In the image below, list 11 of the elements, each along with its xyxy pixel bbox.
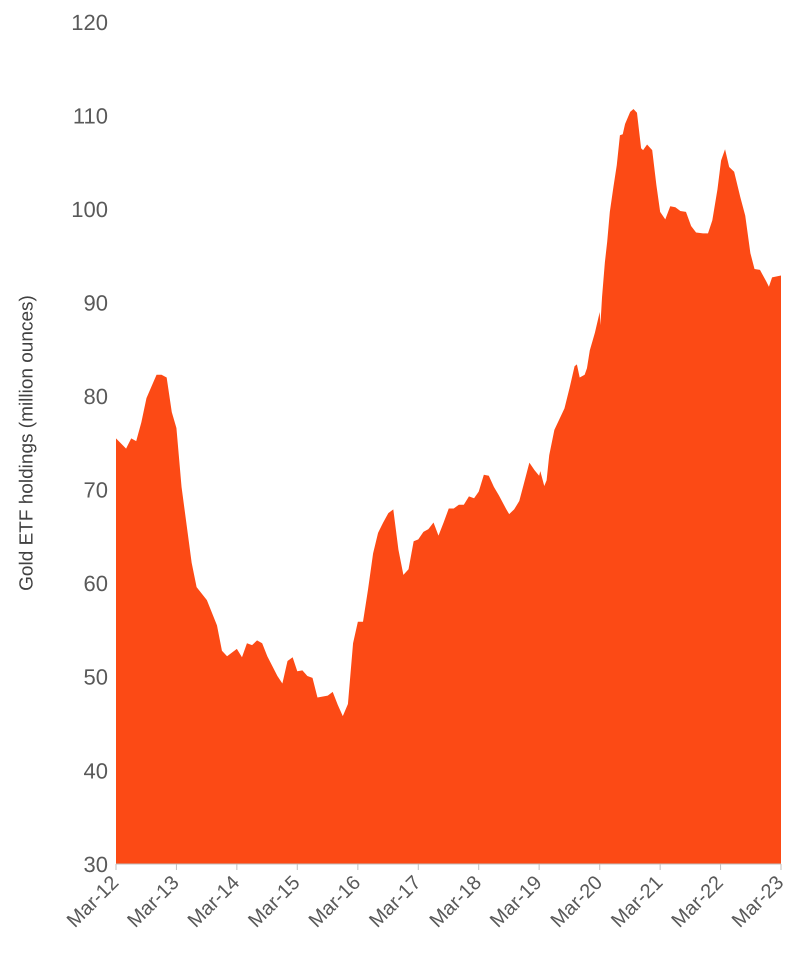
y-tick-label: 40 — [84, 758, 108, 784]
y-tick-label: 90 — [84, 290, 108, 316]
y-tick-label: 100 — [71, 196, 108, 222]
y-tick-label: 30 — [84, 852, 108, 877]
y-tick-label: 70 — [84, 478, 108, 503]
y-tick-label: 50 — [84, 664, 108, 690]
y-axis-title: Gold ETF holdings (million ounces) — [16, 295, 38, 591]
y-tick-label: 80 — [84, 384, 108, 410]
y-tick-label: 110 — [72, 103, 108, 128]
y-tick-label: 60 — [84, 571, 108, 596]
y-tick-label: 120 — [71, 10, 108, 35]
